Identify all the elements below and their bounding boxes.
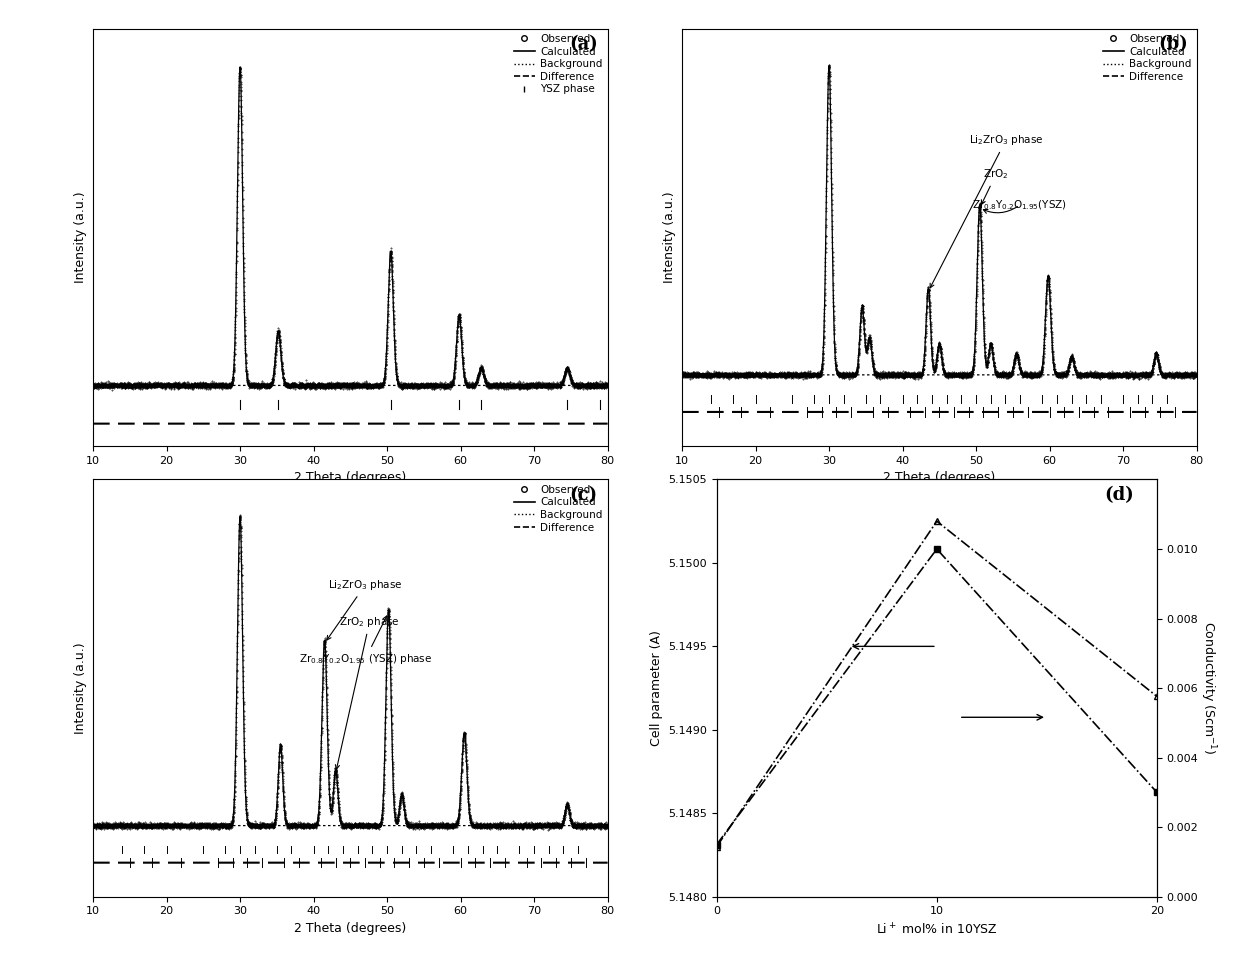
Legend: Observed, Calculated, Background, Difference: Observed, Calculated, Background, Differ… [513, 484, 603, 532]
Y-axis label: Intensity (a.u.): Intensity (a.u.) [663, 192, 677, 283]
Legend: Observed, Calculated, Background, Difference: Observed, Calculated, Background, Differ… [1102, 34, 1192, 82]
Y-axis label: Conductivity (Scm$^{-1}$): Conductivity (Scm$^{-1}$) [1198, 621, 1218, 755]
Text: $\mathrm{ZrO_2}$ phase: $\mathrm{ZrO_2}$ phase [335, 615, 401, 769]
X-axis label: 2 Theta (degrees): 2 Theta (degrees) [883, 471, 996, 484]
Text: $\mathrm{Li_2ZrO_3}$ phase: $\mathrm{Li_2ZrO_3}$ phase [930, 133, 1043, 288]
Text: $\mathrm{Zr_{0.8}Y_{0.2}O_{1.95}}$(YSZ): $\mathrm{Zr_{0.8}Y_{0.2}O_{1.95}}$(YSZ) [972, 199, 1068, 213]
Text: $\mathrm{ZrO_2}$: $\mathrm{ZrO_2}$ [981, 167, 1009, 204]
Y-axis label: Intensity (a.u.): Intensity (a.u.) [74, 192, 88, 283]
Y-axis label: Intensity (a.u.): Intensity (a.u.) [74, 643, 88, 734]
Text: (c): (c) [569, 486, 598, 503]
X-axis label: Li$^+$ mol% in 10YSZ: Li$^+$ mol% in 10YSZ [875, 922, 998, 937]
Legend: Observed, Calculated, Background, Difference, YSZ phase: Observed, Calculated, Background, Differ… [513, 34, 603, 94]
Text: (d): (d) [1104, 486, 1133, 503]
Y-axis label: Cell parameter (A): Cell parameter (A) [650, 630, 662, 746]
Text: $\mathrm{Li_2ZrO_3}$ phase: $\mathrm{Li_2ZrO_3}$ phase [327, 577, 403, 640]
X-axis label: 2 Theta (degrees): 2 Theta (degrees) [294, 922, 407, 935]
Text: (a): (a) [569, 35, 598, 53]
Text: $\mathrm{Zr_{0.8}Y_{0.2}O_{1.95}}$ (YSZ) phase: $\mathrm{Zr_{0.8}Y_{0.2}O_{1.95}}$ (YSZ)… [299, 616, 432, 666]
X-axis label: 2 Theta (degrees): 2 Theta (degrees) [294, 471, 407, 484]
Text: (b): (b) [1158, 35, 1188, 53]
